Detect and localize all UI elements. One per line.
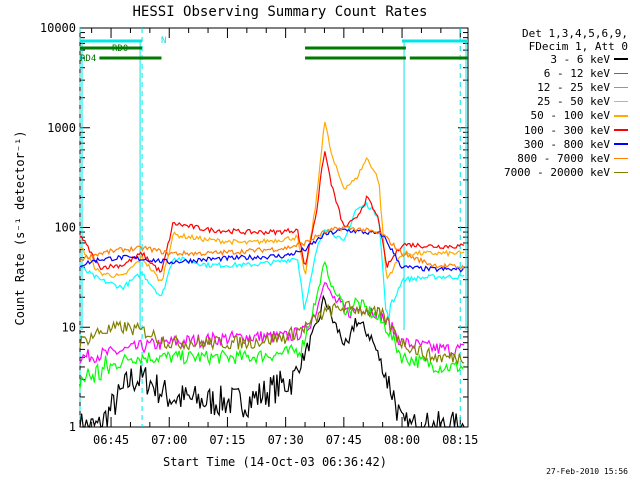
y-tick-label: 1 [69,420,76,434]
series-lines [79,121,465,428]
rd4-label: RD4 [80,54,96,64]
x-axis-label: Start Time (14-Oct-03 06:36:42) [163,455,387,469]
legend-item: 800 - 7000 keV [480,151,628,165]
legend-item: 12 - 25 keV [480,80,628,94]
legend-label: 3 - 6 keV [550,52,610,66]
x-tick-label: 07:30 [268,433,304,447]
plot-frame [79,27,469,428]
axis-ticks [80,27,468,428]
series-line [79,225,465,270]
legend-label: 100 - 300 keV [523,123,610,137]
legend-header-line-1: Det 1,3,4,5,6,9, [522,27,628,40]
y-tick-label: 10000 [40,21,76,35]
legend-swatch [614,115,628,117]
legend: 3 - 6 keV 6 - 12 keV 12 - 25 keV 25 - 50 ke… [480,52,628,180]
series-line [79,300,465,366]
y-tick-label: 10 [62,320,76,334]
y-tick-label: 100 [54,221,76,235]
legend-label: 50 - 100 keV [530,109,610,123]
series-line [79,294,465,428]
legend-item: 100 - 300 keV [480,123,628,137]
chart-title: HESSI Observing Summary Count Rates [132,4,427,20]
y-tick-label: 1000 [47,121,76,135]
series-line [79,121,465,282]
n-label: N [161,36,166,46]
timestamp: 27-Feb-2010 15:56 [546,467,628,476]
legend-swatch [614,72,628,75]
x-tick-label: 06:45 [93,433,129,447]
legend-item: 3 - 6 keV [480,52,628,66]
x-tick-label: 07:45 [326,433,362,447]
y-axis-label: Count Rate (s⁻¹ detector⁻¹) [13,130,27,325]
series-line [79,228,465,273]
x-tick-labels: 06:45 07:00 07:15 07:30 07:45 08:00 08:15 [93,433,478,447]
legend-swatch [614,171,628,174]
x-tick-label: 08:15 [442,433,478,447]
x-tick-label: 07:15 [209,433,245,447]
legend-item: 6 - 12 keV [480,66,628,80]
legend-label: 25 - 50 keV [537,95,610,109]
legend-swatch [614,86,628,89]
legend-label: 300 - 800 keV [523,137,610,151]
legend-swatch [614,143,628,145]
legend-item: 300 - 800 keV [480,137,628,151]
series-line [79,260,465,389]
legend-label: 800 - 7000 keV [517,151,610,165]
y-tick-labels: 1 10 100 1000 10000 [40,21,76,434]
legend-item: 7000 - 20000 keV [480,166,628,180]
legend-header-line-2: FDecim 1, Att 0 [528,40,628,53]
series-line [79,201,465,320]
legend-swatch [614,100,628,103]
state-overlays: RD0 RD4 N [79,28,468,427]
x-tick-label: 07:00 [151,433,187,447]
legend-swatch [614,129,628,131]
legend-swatch [614,157,628,160]
legend-label: 7000 - 20000 keV [504,166,610,180]
legend-item: 25 - 50 keV [480,95,628,109]
legend-item: 50 - 100 keV [480,109,628,123]
legend-label: 12 - 25 keV [537,80,610,94]
x-tick-label: 08:00 [384,433,420,447]
legend-swatch [614,58,628,60]
rd0-label: RD0 [112,44,128,54]
legend-label: 6 - 12 keV [543,66,610,80]
